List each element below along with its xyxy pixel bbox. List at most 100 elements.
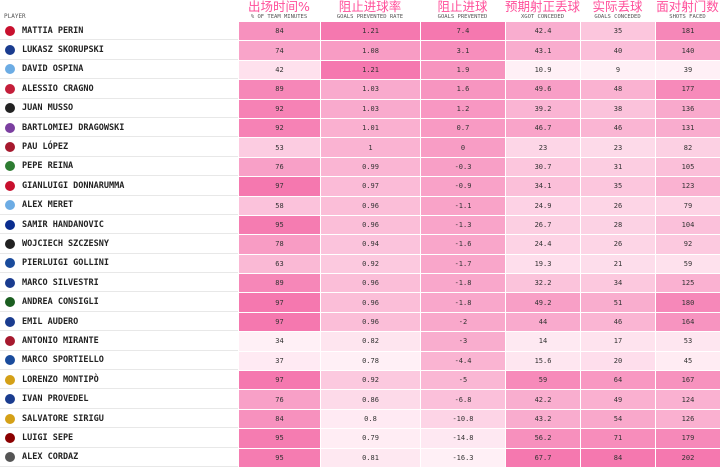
stat-cell: 19.3	[505, 254, 580, 274]
stat-cell: 0.7	[420, 118, 505, 138]
stat-cell: 67.7	[505, 448, 580, 467]
club-badge	[5, 355, 15, 366]
stat-cell: 49.6	[505, 80, 580, 99]
stat-cell: 32.2	[505, 274, 580, 293]
table-row: LORENZO MONTIPÒ 97 0.92 -5 59 64 167	[0, 371, 720, 391]
stat-cell: 180	[655, 293, 720, 312]
stat-cell: 43.2	[505, 409, 580, 429]
stat-cell: 15.6	[505, 351, 580, 371]
table-row: LUIGI SEPE 95 0.79 -14.8 56.2 71 179	[0, 429, 720, 449]
stat-cell: 0.79	[320, 429, 420, 448]
player-cell: MARCO SPORTIELLO	[0, 351, 238, 371]
stat-cell: 53	[238, 138, 320, 157]
stat-cell: -0.3	[420, 157, 505, 177]
stat-cell: 97	[238, 312, 320, 332]
stat-cell: 23	[580, 138, 655, 157]
club-badge	[5, 297, 15, 308]
column-subtitle: GOALS CONCEDED	[594, 14, 641, 20]
club-badge	[5, 316, 15, 327]
stat-cell: 34.1	[505, 177, 580, 196]
stat-cell: 14	[505, 332, 580, 351]
player-name: SALVATORE SIRIGU	[22, 413, 104, 424]
table-row: MARCO SPORTIELLO 37 0.78 -4.4 15.6 20 45	[0, 351, 720, 372]
table-row: EMIL AUDERO 97 0.96 -2 44 46 164	[0, 312, 720, 333]
stat-cell: 34	[238, 332, 320, 351]
column-header: 预期射正丢球 XGOT CONCEDED	[505, 0, 580, 22]
table-row: ALESSIO CRAGNO 89 1.03 1.6 49.6 48 177	[0, 80, 720, 100]
column-header: 实际丢球 GOALS CONCEDED	[580, 0, 655, 22]
stat-cell: 0.96	[320, 274, 420, 293]
stat-cell: -6.8	[420, 390, 505, 409]
stat-cell: 26	[580, 196, 655, 215]
table-row: SAMIR HANDANOVIC 95 0.96 -1.3 26.7 28 104	[0, 215, 720, 236]
stat-cell: 42.2	[505, 390, 580, 409]
stat-cell: 1.01	[320, 118, 420, 138]
column-title: 阻止进球率	[338, 0, 402, 14]
stat-cell: 30.7	[505, 157, 580, 177]
stat-cell: 35	[580, 177, 655, 196]
stat-cell: 44	[505, 312, 580, 332]
stat-cell: -0.9	[420, 177, 505, 196]
stat-cell: 26	[580, 235, 655, 254]
stat-cell: 42	[238, 60, 320, 80]
player-name: LORENZO MONTIPÒ	[22, 374, 99, 385]
column-title: 面对射门数	[656, 0, 719, 14]
stat-cell: 46	[580, 312, 655, 332]
player-name: PAU LÓPEZ	[22, 142, 69, 153]
stat-cell: 71	[580, 429, 655, 448]
table-row: PIERLUIGI GOLLINI 63 0.92 -1.7 19.3 21 59	[0, 254, 720, 275]
player-cell: GIANLUIGI DONNARUMMA	[0, 177, 238, 196]
club-badge	[5, 45, 15, 56]
stat-cell: 164	[655, 312, 720, 332]
player-name: PEPE REINA	[22, 161, 74, 172]
column-header: 阻止进球 GOALS PREVENTED	[420, 0, 505, 22]
club-badge	[5, 452, 15, 463]
stat-cell: 42.4	[505, 22, 580, 41]
column-subtitle: GOALS PREVENTED RATE	[336, 14, 404, 20]
stat-cell: -2	[420, 312, 505, 332]
stat-cell: 95	[238, 429, 320, 448]
table-row: JUAN MUSSO 92 1.03 1.2 39.2 38 136	[0, 99, 720, 119]
stat-cell: 20	[580, 351, 655, 371]
stat-cell: 1.6	[420, 80, 505, 99]
stat-cell: 43.1	[505, 41, 580, 60]
stat-cell: 92	[238, 99, 320, 118]
stat-cell: 17	[580, 332, 655, 351]
club-badge	[5, 394, 15, 405]
table-header: PLAYER 出场时间%% OF TEAM MINUTES 阻止进球率 GOALS …	[0, 0, 720, 22]
stat-cell: 0.92	[320, 254, 420, 274]
column-subtitle: % OF TEAM MINUTES	[250, 14, 308, 20]
club-badge	[5, 200, 15, 211]
stat-cell: 0.8	[320, 409, 420, 429]
player-name: WOJCIECH SZCZESNY	[22, 238, 109, 249]
stat-cell: 0.97	[320, 177, 420, 196]
stat-cell: -1.3	[420, 215, 505, 235]
stat-cell: -1.8	[420, 274, 505, 293]
stat-cell: 0.94	[320, 235, 420, 254]
stat-cell: 59	[655, 254, 720, 274]
stat-cell: 21	[580, 254, 655, 274]
stat-cell: 56.2	[505, 429, 580, 448]
column-title: 实际丢球	[592, 0, 643, 14]
stat-cell: 95	[238, 215, 320, 235]
player-cell: MATTIA PERIN	[0, 22, 238, 41]
club-badge	[5, 432, 15, 443]
stat-cell: 34	[580, 274, 655, 293]
column-title: 预期射正丢球	[505, 0, 581, 14]
player-cell: BARTLOMIEJ DRAGOWSKI	[0, 118, 238, 138]
club-badge	[5, 161, 15, 172]
stat-cell: -1.8	[420, 293, 505, 312]
table-row: ALEX CORDAZ 95 0.81 -16.3 67.7 84 202	[0, 448, 720, 468]
stat-cell: -1.1	[420, 196, 505, 215]
club-badge	[5, 83, 15, 94]
player-cell: MARCO SILVESTRI	[0, 274, 238, 293]
stat-cell: 105	[655, 157, 720, 177]
table-row: SALVATORE SIRIGU 84 0.8 -10.8 43.2 54 126	[0, 409, 720, 430]
stat-cell: 0.99	[320, 157, 420, 177]
stat-cell: -1.6	[420, 235, 505, 254]
player-name: GIANLUIGI DONNARUMMA	[22, 180, 125, 191]
stat-cell: 3.1	[420, 41, 505, 60]
player-cell: DAVID OSPINA	[0, 60, 238, 80]
stat-cell: 48	[580, 80, 655, 99]
stat-cell: 0.78	[320, 351, 420, 371]
